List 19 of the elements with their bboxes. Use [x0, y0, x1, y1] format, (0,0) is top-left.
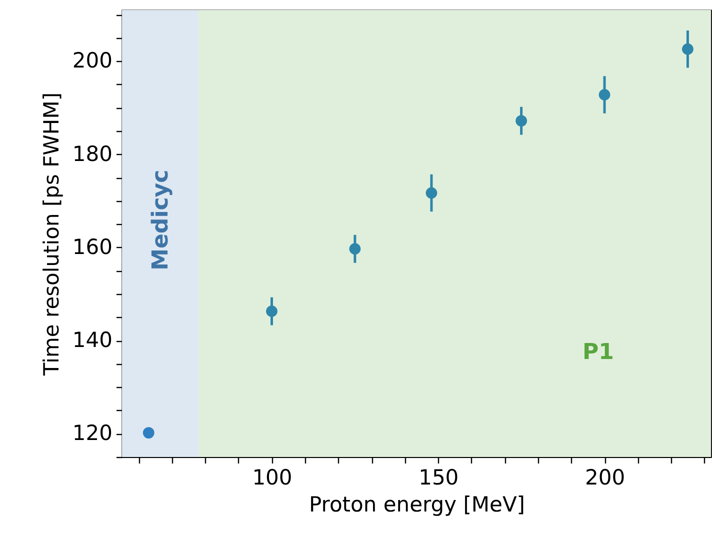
point: [266, 306, 278, 317]
point: [682, 43, 694, 55]
y-tick-label: 120: [72, 421, 112, 446]
x-tick-label: 150: [418, 466, 459, 490]
point: [349, 243, 361, 255]
y-tick-label: 180: [72, 142, 112, 166]
point: [516, 115, 528, 127]
point: [598, 89, 610, 100]
y-axis-title: Time resolution [ps FWHM]: [39, 92, 64, 377]
band-label: Medicyc: [148, 170, 174, 270]
x-tick-label: 100: [252, 466, 292, 490]
band-label: P1: [582, 340, 614, 365]
x-axis-title: Proton energy [MeV]: [308, 492, 526, 516]
point: [142, 427, 154, 438]
y-tick-label: 140: [72, 328, 112, 352]
point: [426, 187, 438, 199]
y-tick-label: 200: [72, 48, 112, 73]
y-tick-label: 160: [72, 234, 112, 259]
x-tick-label: 200: [584, 466, 626, 490]
